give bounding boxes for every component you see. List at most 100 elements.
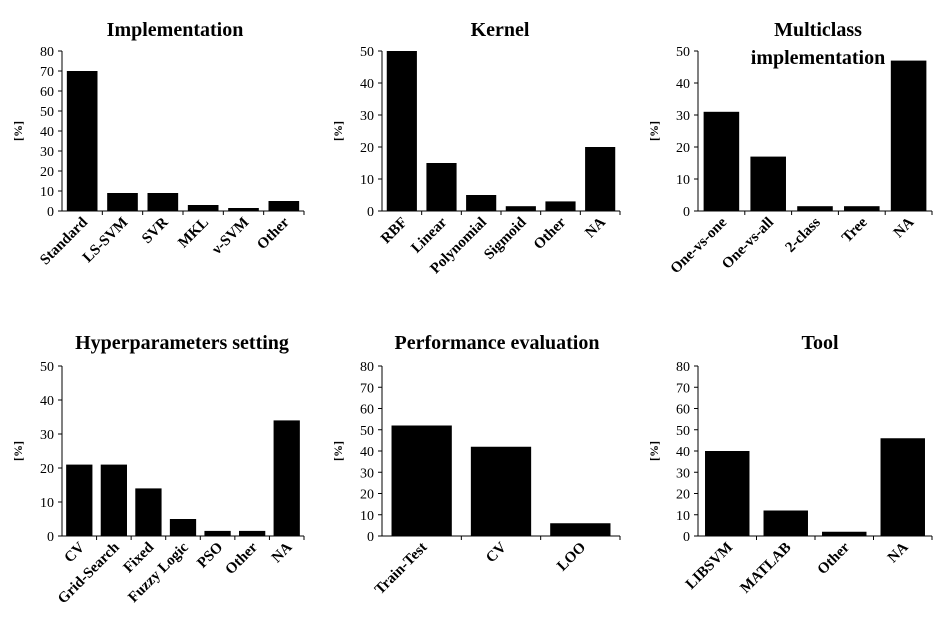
y-tick-label: 60	[676, 403, 690, 418]
chart-panel: Hyperparameters setting [%] 0 10 20 30 40 50 CVG…	[11, 332, 305, 607]
y-tick-label: 20	[40, 165, 54, 180]
x-tick-label: RBF	[378, 215, 411, 248]
bar	[66, 464, 93, 536]
x-tick-label: Grid-Search	[55, 539, 123, 607]
x-tick-label: One-vs-all	[719, 215, 777, 273]
y-tick-label: 40	[676, 77, 690, 92]
y-tick-label: 30	[360, 466, 374, 481]
chart-panel: Kernel[%]01020304050RBFLinearPolynomialS…	[331, 19, 621, 277]
bar	[147, 193, 179, 211]
bar	[890, 60, 927, 211]
y-tick-label: 10	[360, 173, 374, 188]
y-tick-label: 50	[360, 45, 374, 60]
y-tick-label: 40	[360, 77, 374, 92]
y-tick-label: 30	[40, 428, 54, 443]
x-tick-label: MATLAB	[737, 540, 794, 597]
x-tick-label: NA	[891, 214, 918, 241]
x-tick-label: One-vs-one	[668, 214, 731, 277]
x-tick-label: ν-SVM	[208, 215, 252, 259]
bar	[470, 446, 532, 536]
bar	[844, 206, 880, 211]
bar	[426, 163, 457, 211]
bar	[273, 420, 300, 536]
y-tick-label: 20	[360, 488, 374, 503]
y-tick-label: 10	[676, 173, 690, 188]
chart-title: Hyperparameters setting	[75, 332, 289, 354]
y-tick-label: 30	[676, 109, 690, 124]
x-tick-label: NA	[582, 214, 609, 241]
bar	[505, 206, 536, 211]
x-tick-label: SVR	[139, 214, 172, 247]
y-tick-label: 50	[40, 360, 54, 375]
x-tick-label: CV	[61, 539, 88, 566]
y-tick-label: 10	[676, 509, 690, 524]
y-tick-label: 10	[40, 496, 54, 511]
x-tick-label: LIBSVM	[683, 540, 736, 593]
y-tick-label: 0	[683, 205, 690, 220]
y-tick-label: 30	[360, 109, 374, 124]
y-tick-label: 20	[40, 462, 54, 477]
x-tick-label: Other	[223, 539, 262, 578]
x-tick-label: Tree	[839, 214, 871, 246]
chart-title: Tool	[801, 332, 839, 354]
y-tick-label: 20	[676, 141, 690, 156]
y-tick-label: 40	[360, 445, 374, 460]
x-tick-label: CV	[483, 539, 510, 566]
y-tick-label: 40	[676, 445, 690, 460]
bar	[239, 530, 266, 536]
chart-title: implementation	[751, 47, 885, 69]
x-tick-label: Other	[531, 214, 570, 253]
bar	[822, 531, 867, 536]
y-tick-label: 80	[676, 360, 690, 375]
chart-title: Multiclass	[774, 19, 862, 41]
bar	[268, 201, 300, 211]
x-tick-label: LOO	[554, 540, 589, 575]
x-tick-label: Standard	[37, 214, 91, 268]
y-tick-label: 60	[360, 403, 374, 418]
y-tick-label: 0	[47, 530, 54, 545]
y-tick-label: 10	[360, 509, 374, 524]
y-tick-label: 0	[367, 530, 374, 545]
y-tick-label: 70	[360, 381, 374, 396]
y-tick-label: 0	[683, 530, 690, 545]
bar	[135, 488, 162, 536]
bar	[391, 425, 452, 536]
bar	[750, 156, 786, 211]
y-axis-label: [%]	[331, 121, 345, 141]
bar	[763, 510, 808, 536]
y-tick-label: 40	[40, 394, 54, 409]
y-tick-label: 70	[676, 381, 690, 396]
x-tick-label: MKL	[175, 215, 212, 252]
x-tick-label: Other	[815, 539, 854, 578]
bar	[703, 111, 740, 211]
x-tick-label: LS-SVM	[80, 215, 131, 266]
chart-title: Performance evaluation	[395, 332, 600, 354]
bar	[545, 201, 576, 211]
bar	[169, 519, 197, 536]
y-tick-label: 20	[360, 141, 374, 156]
y-tick-label: 30	[676, 466, 690, 481]
bar	[880, 438, 925, 536]
chart-panel: Tool [%] 0 10 20 30 40 50 60 70 80 LIBSVM MATLAB Othe…	[647, 332, 933, 597]
bar	[204, 530, 231, 536]
bar	[466, 195, 497, 211]
y-tick-label: 20	[676, 488, 690, 503]
y-axis-label: [%]	[11, 121, 25, 141]
y-tick-label: 80	[360, 360, 374, 375]
bar	[386, 51, 417, 211]
y-axis-label: [%]	[647, 441, 661, 461]
x-tick-label: Train-Test	[372, 540, 430, 598]
y-tick-label: 0	[367, 205, 374, 220]
bar	[550, 523, 611, 536]
chart-panel: Implementation [%] 0 10 20 30 40 50 60 70 80 Standa…	[11, 19, 305, 268]
bar	[100, 464, 127, 536]
y-tick-label: 0	[47, 205, 54, 220]
chart-title: Kernel	[471, 19, 530, 41]
bar	[585, 147, 616, 211]
y-tick-label: 50	[676, 424, 690, 439]
y-tick-label: 80	[40, 45, 54, 60]
chart-panel: Performance evaluation [%] 0 10 20 30 40 50 60 70…	[331, 332, 621, 598]
y-tick-label: 40	[40, 125, 54, 140]
